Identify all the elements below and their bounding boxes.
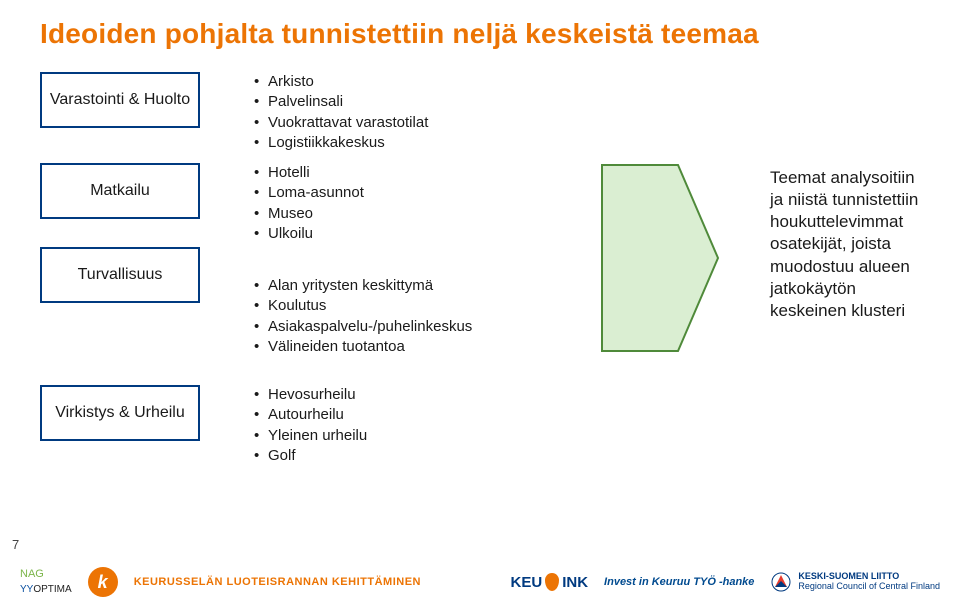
list-item: Logistiikkakeskus [254,133,550,153]
mid-column-4: Hevosurheilu Autourheilu Yleinen urheilu… [250,385,550,466]
list-item: Ulkoilu [254,224,550,244]
logo-ink-text: INK [562,574,588,591]
drop-icon [545,573,559,591]
logo-keuink: KEU INK [511,573,589,591]
page-title: Ideoiden pohjalta tunnistettiin neljä ke… [40,18,920,50]
left-column: Varastointi & Huolto [40,72,210,128]
mid-column-2: Hotelli Loma-asunnot Museo Ulkoilu Alan … [250,163,550,357]
arrow-shape [602,165,718,351]
theme-box-tourism: Matkailu [40,163,200,219]
list-item: Palvelinsali [254,92,550,112]
logo-yy-text: YY [20,584,33,595]
list-item: Hotelli [254,163,550,183]
list-item: Golf [254,446,550,466]
list-item: Arkisto [254,72,550,92]
list-item: Välineiden tuotantoa [254,337,550,357]
summary-text: Teemat analysoitiin ja niistä tunnistett… [770,163,920,322]
list-item: Koulutus [254,296,550,316]
logo-k-icon: k [88,567,118,597]
row-2-3: Matkailu Turvallisuus Hotelli Loma-asunn… [40,163,920,357]
footer-invest-text: Invest in Keuruu TYÖ -hanke [604,576,754,588]
bullets-tourism: Hotelli Loma-asunnot Museo Ulkoilu [250,163,550,244]
logo-yyoptima: YYOPTIMA [20,580,72,596]
logo-keu-text: KEU [511,574,543,591]
list-item: Yleinen urheilu [254,426,550,446]
theme-box-recreation: Virkistys & Urheilu [40,385,200,441]
theme-box-storage: Varastointi & Huolto [40,72,200,128]
arrow-column [590,163,730,353]
logo-keski-suomen: KESKI-SUOMEN LIITTO Regional Council of … [770,571,940,593]
list-item: Museo [254,204,550,224]
ks-mark-icon [770,571,792,593]
list-item: Loma-asunnot [254,183,550,203]
list-item: Vuokrattavat varastotilat [254,113,550,133]
arrow-icon [600,163,720,353]
left-column-2: Matkailu Turvallisuus [40,163,210,303]
bullets-storage: Arkisto Palvelinsali Vuokrattavat varast… [250,72,550,153]
footer-project-text: KEURUSSELÄN LUOTEISRANNAN KEHITTÄMINEN [134,576,421,588]
theme-box-security: Turvallisuus [40,247,200,303]
logo-nag-text: NAG [20,569,44,580]
ks-line2: Regional Council of Central Finland [798,582,940,592]
left-column-4: Virkistys & Urheilu [40,385,210,441]
list-item: Asiakaspalvelu-/puhelinkeskus [254,317,550,337]
ks-text: KESKI-SUOMEN LIITTO Regional Council of … [798,572,940,592]
row-1: Varastointi & Huolto Arkisto Palvelinsal… [40,72,920,153]
logo-optima-text: OPTIMA [33,584,71,595]
list-item: Autourheilu [254,405,550,425]
mid-column: Arkisto Palvelinsali Vuokrattavat varast… [250,72,550,153]
list-item: Hevosurheilu [254,385,550,405]
logo-nag-yyoptima: NAG YYOPTIMA [20,569,72,596]
list-item: Alan yritysten keskittymä [254,276,550,296]
row-4: Virkistys & Urheilu Hevosurheilu Autourh… [40,385,920,466]
bullets-recreation: Hevosurheilu Autourheilu Yleinen urheilu… [250,385,550,466]
slide: Ideoiden pohjalta tunnistettiin neljä ke… [0,0,960,608]
footer: NAG YYOPTIMA k KEURUSSELÄN LUOTEISRANNAN… [0,556,960,608]
page-number: 7 [12,537,19,552]
bullets-security: Alan yritysten keskittymä Koulutus Asiak… [250,276,550,357]
